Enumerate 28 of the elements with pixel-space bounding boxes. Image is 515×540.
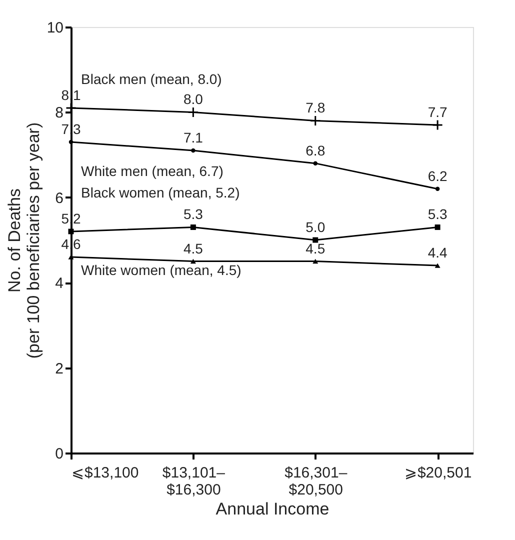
y-tick-label: 8 xyxy=(55,104,64,122)
y-tick-label: 0 xyxy=(55,446,64,462)
series-label: White women (mean, 4.5) xyxy=(81,262,242,278)
data-label: 6.8 xyxy=(306,142,326,158)
x-tick-label: $13,101– $16,300 xyxy=(162,464,226,498)
data-label: 8.0 xyxy=(183,91,204,108)
y-tick-label: 10 xyxy=(46,20,64,36)
series-label: Black men (mean, 8.0) xyxy=(81,70,222,87)
x-axis-title: Annual Income xyxy=(216,500,330,518)
y-tick-label: 4 xyxy=(55,275,64,292)
text: Black women (mean, 5.2) xyxy=(81,184,240,200)
data-label: 7.8 xyxy=(306,100,326,116)
series-label: White men (mean, 6.7) xyxy=(81,163,224,180)
data-label: 7.7 xyxy=(428,104,448,120)
y-tick-label: 2 xyxy=(55,360,64,378)
y-tick-label: 6 xyxy=(55,190,64,207)
x-tick-label: ⩽$13,100 xyxy=(72,464,139,482)
data-label: 5.0 xyxy=(306,219,326,235)
data-label: 4.4 xyxy=(428,244,448,261)
data-label: 4.5 xyxy=(306,240,326,256)
data-label: 6.2 xyxy=(428,168,448,184)
x-tick-label: ⩾$20,501 xyxy=(404,464,472,482)
y-axis-title: No. of Deaths (per 100 beneficiaries per year) xyxy=(4,122,43,359)
data-label: 4.5 xyxy=(183,240,204,256)
data-label: 7.1 xyxy=(183,130,204,146)
data-label: 5.3 xyxy=(428,206,448,222)
x-tick-label: $16,301– $20,500 xyxy=(284,464,348,498)
data-label: 5.3 xyxy=(183,206,204,222)
